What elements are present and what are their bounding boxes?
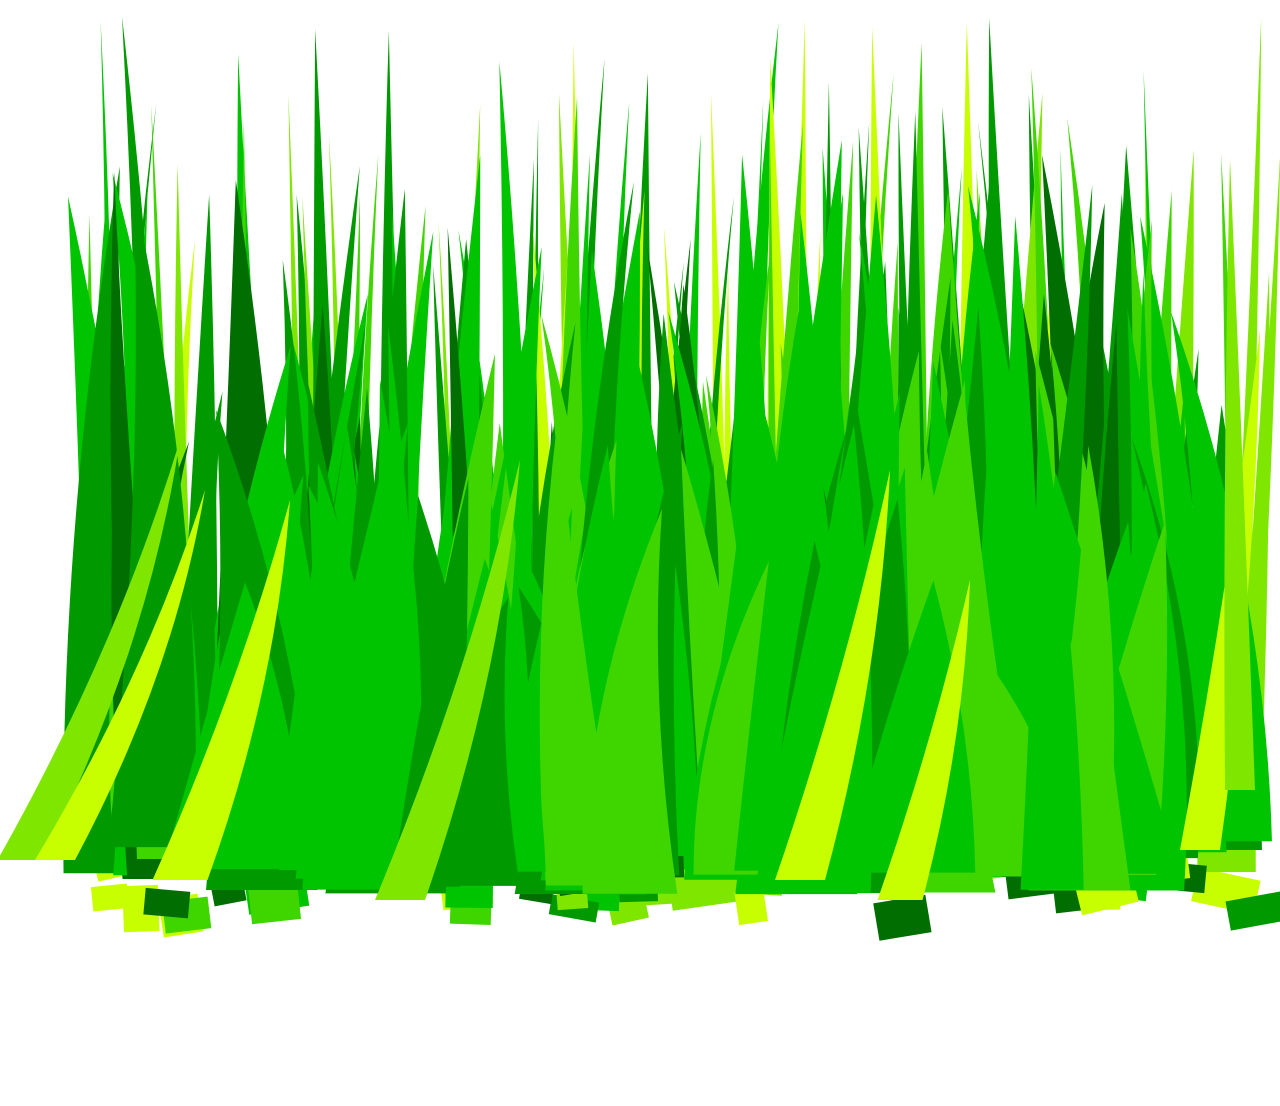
- grass-blade: [375, 460, 520, 900]
- grass-blade: [775, 470, 890, 880]
- grass-base-clump: [873, 894, 932, 941]
- grass-blade: [539, 421, 621, 886]
- grass-blade: [300, 462, 402, 869]
- grass-blade: [877, 580, 970, 900]
- grass-blade: [582, 508, 678, 894]
- grass-base-clump: [90, 883, 130, 912]
- grass-base-clump: [734, 888, 768, 926]
- grass-blade: [1020, 384, 1084, 890]
- grass-blade: [1224, 160, 1255, 790]
- grass-base-clump: [1225, 890, 1280, 931]
- grass-base-clump: [143, 887, 191, 919]
- grass-front-blades: [0, 160, 1260, 900]
- grass-blade: [152, 500, 290, 880]
